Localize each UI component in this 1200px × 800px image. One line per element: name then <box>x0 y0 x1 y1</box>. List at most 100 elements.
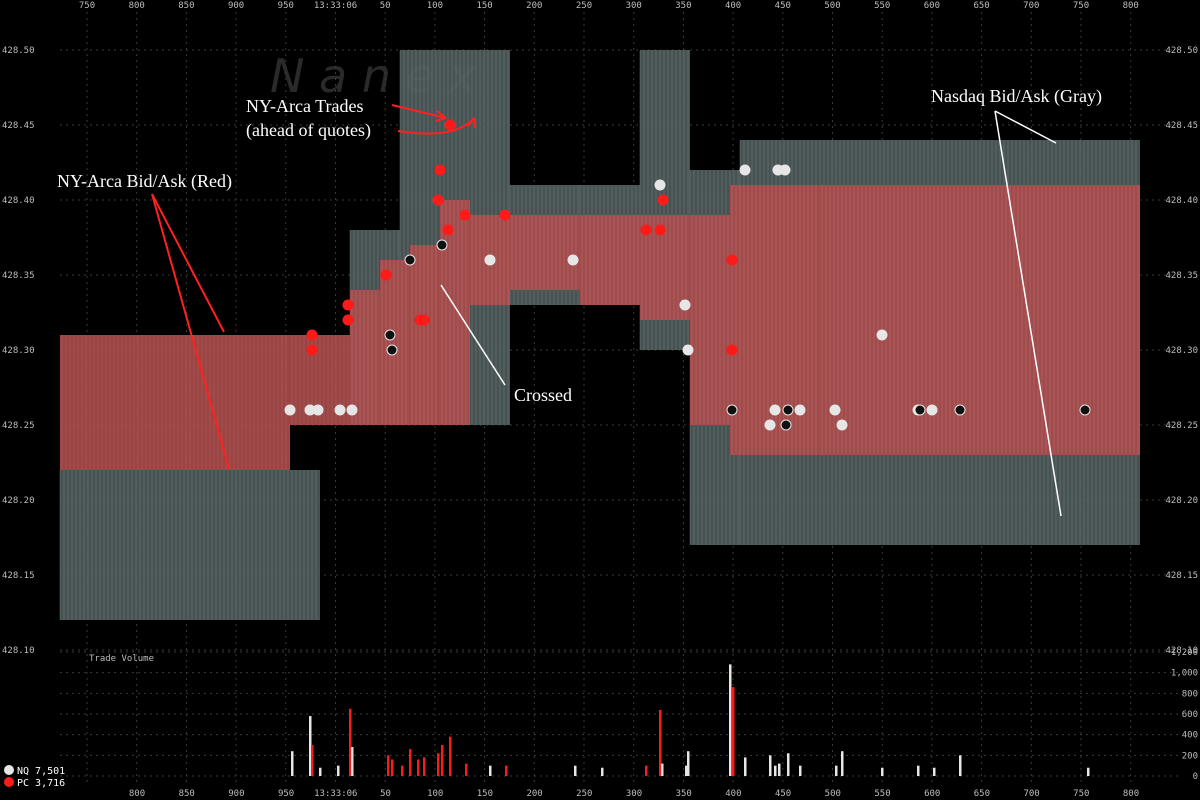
pointer-crossed <box>440 284 506 386</box>
volume-bar <box>645 765 648 776</box>
x-tick-bottom: 650 <box>974 789 990 799</box>
y-tick-right: 428.35 <box>1165 271 1198 281</box>
x-tick-top: 950 <box>278 1 294 11</box>
pointer-arca-bidask-1 <box>151 193 225 333</box>
trade-nasdaq <box>876 329 888 341</box>
volume-bar <box>423 757 426 776</box>
x-tick-bottom: 700 <box>1023 789 1039 799</box>
y-tick-right: 428.40 <box>1165 196 1198 206</box>
volume-bar <box>881 767 884 776</box>
volume-bar <box>574 765 577 776</box>
trade-nasdaq <box>682 344 694 356</box>
trade-nasdaq <box>769 404 781 416</box>
trade-nasdaq <box>794 404 806 416</box>
x-tick-top: 700 <box>1023 1 1039 11</box>
band-segment <box>410 245 440 425</box>
volume-tick: 600 <box>1182 710 1198 720</box>
x-tick-bottom: 450 <box>775 789 791 799</box>
volume-bar <box>409 749 412 776</box>
annotation-arca-trades-line2: (ahead of quotes) <box>246 120 371 141</box>
trade-arca <box>342 314 354 326</box>
trade-nasdaq <box>484 254 496 266</box>
band-segment <box>380 260 410 425</box>
trade-arca <box>432 194 444 206</box>
volume-label: Trade Volume <box>89 654 154 664</box>
volume-tick: 200 <box>1182 751 1198 761</box>
x-tick-top: 850 <box>178 1 194 11</box>
legend-pc-swatch <box>4 777 14 787</box>
volume-tick: 800 <box>1182 689 1198 699</box>
volume-bar <box>417 759 420 776</box>
x-tick-bottom: 600 <box>924 789 940 799</box>
y-tick-left: 428.50 <box>2 46 35 56</box>
trade-arca <box>640 224 652 236</box>
trade-nasdaq <box>764 419 776 431</box>
x-tick-top: 650 <box>973 1 989 11</box>
y-tick-right: 428.25 <box>1165 421 1198 431</box>
volume-tick: 1,200 <box>1171 648 1198 658</box>
trade-arca <box>459 209 471 221</box>
legend-pc-label: PC 3,716 <box>17 778 65 789</box>
volume-bar <box>799 765 802 776</box>
x-tick-bottom: 750 <box>1073 789 1089 799</box>
volume-tick: 0 <box>1193 772 1198 782</box>
band-segment <box>350 290 380 425</box>
y-tick-left: 428.25 <box>2 421 35 431</box>
trade-nasdaq <box>779 164 791 176</box>
trade-nasdaq <box>334 404 346 416</box>
x-tick-top: 250 <box>576 1 592 11</box>
x-tick-top: 450 <box>775 1 791 11</box>
trade-arca <box>306 344 318 356</box>
y-tick-left: 428.40 <box>2 196 35 206</box>
y-tick-left: 428.20 <box>2 496 35 506</box>
x-tick-top: 300 <box>626 1 642 11</box>
volume-bar <box>311 745 314 776</box>
x-tick-bottom: 800 <box>1123 789 1139 799</box>
y-tick-left: 428.10 <box>2 646 35 656</box>
arrow-arca-trades-2-head <box>467 117 476 129</box>
trade-nasdaq <box>312 404 324 416</box>
y-tick-left: 428.35 <box>2 271 35 281</box>
volume-bar <box>685 765 688 776</box>
volume-bar <box>687 751 690 776</box>
x-tick-top: 600 <box>924 1 940 11</box>
x-tick-bottom: 100 <box>427 789 443 799</box>
trade-other <box>436 239 448 251</box>
y-tick-left: 428.45 <box>2 121 35 131</box>
x-tick-top: 550 <box>874 1 890 11</box>
trade-nasdaq <box>284 404 296 416</box>
trade-nasdaq <box>829 404 841 416</box>
x-tick-top: 50 <box>380 1 391 11</box>
trade-markers <box>284 119 1091 431</box>
trade-arca <box>306 329 318 341</box>
x-tick-bottom: 50 <box>380 789 391 799</box>
x-tick-top: 500 <box>824 1 840 11</box>
trade-nasdaq <box>304 404 316 416</box>
volume-bar <box>441 745 444 776</box>
volume-bar <box>774 765 777 776</box>
trade-nasdaq <box>836 419 848 431</box>
volume-tick: 1,000 <box>1171 669 1198 679</box>
trade-arca <box>444 119 456 131</box>
x-tick-top: 800 <box>1123 1 1139 11</box>
legend-nq-swatch <box>4 765 14 775</box>
legend: NQ 7,501 PC 3,716 <box>4 765 65 789</box>
arrow-arca-trades-1-head <box>435 110 447 122</box>
trade-arca <box>418 314 430 326</box>
volume-bar <box>787 753 790 776</box>
trade-arca <box>726 254 738 266</box>
x-tick-bottom: 500 <box>825 789 841 799</box>
arca-bid-ask-band <box>59 185 1140 470</box>
trade-other <box>914 404 926 416</box>
y-tick-right: 428.10 <box>1165 646 1198 656</box>
volume-bar <box>401 765 404 776</box>
x-tick-bottom: 800 <box>129 789 145 799</box>
pointer-nasdaq-bidask-2 <box>994 110 1062 517</box>
volume-bar <box>601 767 604 776</box>
volume-tick: 400 <box>1182 731 1198 741</box>
trade-nasdaq <box>739 164 751 176</box>
trade-arca <box>442 224 454 236</box>
trade-arca <box>380 269 392 281</box>
